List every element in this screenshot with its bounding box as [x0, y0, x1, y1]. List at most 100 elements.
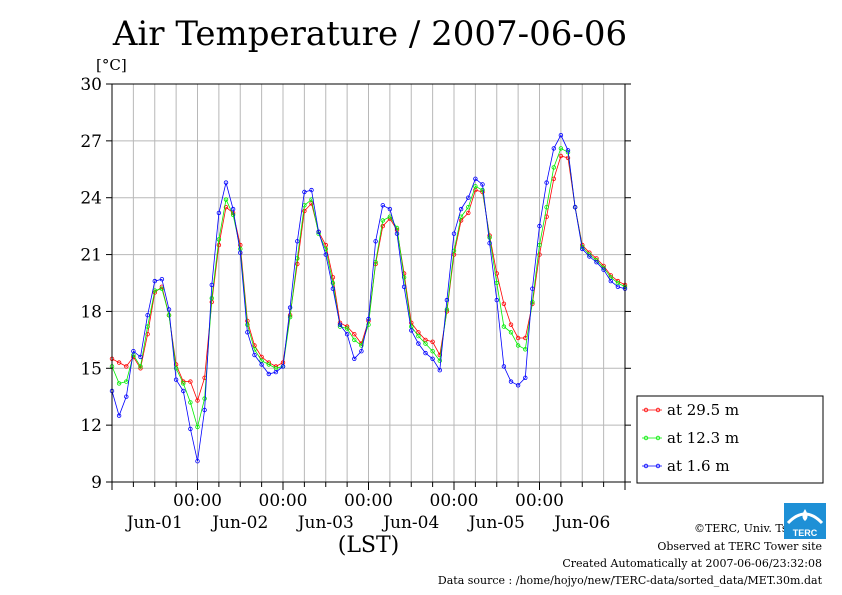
y-tick-label: 12: [80, 416, 102, 436]
data-point: [230, 206, 236, 212]
data-point: [394, 231, 400, 236]
data-point: [587, 254, 592, 259]
y-tick-label: 24: [80, 189, 102, 209]
data-point: [252, 352, 257, 358]
x-tick-date-label: Jun-04: [381, 513, 439, 533]
data-point: [195, 459, 200, 464]
series-at-1-6-m: [109, 132, 628, 464]
data-point: [558, 146, 564, 151]
data-point: [330, 280, 336, 286]
data-point: [430, 349, 435, 354]
data-point: [209, 296, 214, 301]
data-point: [173, 377, 179, 382]
x-tick-time-label: 00:00: [430, 491, 479, 511]
data-point: [145, 332, 150, 337]
data-point: [330, 286, 336, 291]
data-point: [380, 218, 385, 223]
data-point: [473, 184, 478, 189]
data-point: [152, 278, 157, 284]
data-point: [181, 381, 186, 386]
data-point: [537, 223, 542, 229]
legend-swatch-marker: [643, 435, 649, 441]
data-point: [302, 189, 307, 195]
data-point: [202, 396, 207, 401]
y-tick-label: 15: [80, 359, 102, 379]
y-tick-label: 9: [91, 473, 102, 493]
data-point: [330, 275, 336, 280]
data-point: [316, 229, 321, 234]
data-point: [287, 314, 293, 320]
data-point: [480, 187, 485, 193]
data-point: [216, 242, 222, 248]
legend-swatch-marker: [643, 407, 649, 413]
x-tick-time-label: 00:00: [259, 491, 308, 511]
logo-text: TERC: [793, 528, 818, 538]
data-point: [138, 364, 143, 369]
data-point: [523, 375, 528, 380]
data-point: [501, 324, 507, 329]
data-point: [138, 354, 143, 360]
data-point: [530, 299, 535, 305]
data-point: [572, 204, 578, 210]
data-point: [515, 383, 521, 388]
data-point: [544, 204, 549, 210]
data-point: [352, 332, 357, 337]
data-point: [608, 278, 613, 284]
data-point: [266, 371, 271, 377]
data-point: [302, 208, 307, 214]
data-point: [352, 337, 357, 343]
data-point: [401, 275, 407, 280]
data-point: [245, 322, 250, 327]
data-point: [280, 364, 286, 369]
data-point: [437, 358, 442, 363]
data-point: [544, 180, 549, 185]
data-point: [380, 223, 385, 229]
legend: at 29.5 m at 12.3 m at 1.6 m: [636, 395, 824, 484]
x-tick-time-label: 00:00: [515, 491, 564, 511]
y-axis-label: [°C]: [96, 56, 127, 74]
data-point: [116, 360, 122, 365]
data-point: [558, 132, 564, 138]
legend-swatch-marker: [655, 407, 661, 413]
data-point: [116, 413, 122, 418]
data-point: [373, 239, 378, 244]
y-tick-label: 21: [80, 246, 102, 266]
data-point: [551, 165, 556, 170]
x-tick-time-label: 00:00: [173, 491, 222, 511]
data-point: [537, 252, 542, 257]
data-point: [487, 235, 492, 240]
data-point: [501, 301, 507, 306]
data-point: [551, 146, 556, 151]
created-text: Created Automatically at 2007-06-06/23:3…: [562, 557, 822, 570]
data-point: [401, 284, 407, 289]
observed-text: Observed at TERC Tower site: [657, 540, 822, 553]
data-point: [173, 366, 179, 371]
data-point: [558, 153, 564, 159]
legend-label: at 1.6 m: [667, 457, 730, 475]
data-point: [487, 240, 492, 246]
data-point: [344, 326, 350, 331]
x-axis-label: (LST): [338, 533, 400, 558]
data-point: [216, 237, 222, 242]
data-point: [159, 286, 165, 291]
data-point: [188, 426, 193, 432]
data-point: [202, 407, 207, 413]
data-point: [359, 343, 364, 348]
x-tick-date-label: Jun-06: [552, 513, 610, 533]
data-point: [223, 204, 229, 210]
data-point: [209, 282, 214, 288]
data-point: [188, 379, 193, 384]
data-point: [266, 362, 271, 367]
data-point: [430, 356, 435, 361]
data-point: [230, 212, 236, 217]
data-point: [473, 176, 478, 181]
series-line: [111, 147, 626, 429]
data-point: [188, 400, 193, 405]
data-point: [409, 328, 414, 333]
data-point: [458, 206, 464, 212]
data-point: [359, 349, 364, 354]
data-point: [216, 210, 222, 216]
data-point: [530, 286, 535, 291]
data-point: [344, 332, 350, 337]
data-point: [366, 316, 371, 322]
